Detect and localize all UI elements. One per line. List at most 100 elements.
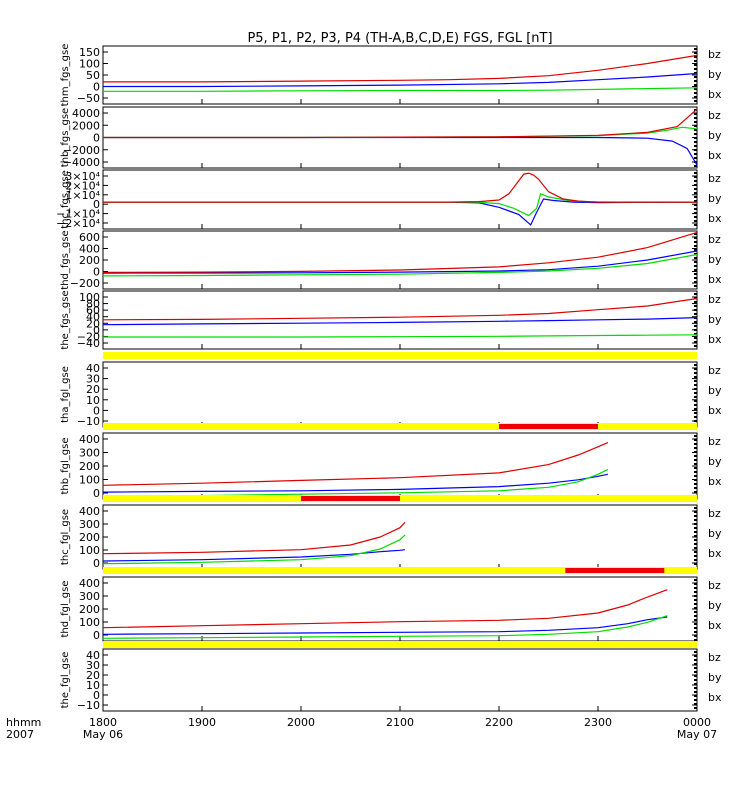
panel-frame — [102, 230, 698, 290]
y-tick-label: 400 — [79, 433, 100, 446]
y-tick-label: 10 — [86, 679, 100, 692]
y-axis-label: tha_fgl_gse — [60, 366, 71, 423]
series-bz-line — [102, 589, 668, 629]
y-axis-label: the_fgl_gse — [60, 652, 71, 709]
y-tick-label: 1×10⁴ — [65, 189, 100, 202]
legend-bx: bx — [708, 333, 722, 346]
y-tick-label: 20 — [86, 383, 100, 396]
y-tick-label: 50 — [86, 69, 100, 82]
y-tick-label: −1×10⁴ — [56, 208, 100, 221]
y-tick-label: −40 — [77, 337, 100, 350]
series-by-line — [103, 87, 698, 92]
legend-by: by — [708, 313, 722, 326]
y-tick-label: 200 — [79, 603, 100, 616]
legend-bx: bx — [708, 149, 722, 162]
x-tick-label: 2000 — [287, 716, 315, 729]
y-axis-label: thb_fgl_gse — [60, 438, 71, 495]
legend-by: by — [708, 527, 722, 540]
y-tick-label: 20 — [86, 317, 100, 330]
series-bx-line — [102, 473, 609, 493]
y-tick-label: 300 — [79, 590, 100, 603]
legend-bx: bx — [708, 212, 722, 225]
y-tick-label: −200 — [70, 277, 100, 290]
series-bz-line — [103, 54, 698, 83]
start-date-label: May 06 — [83, 728, 123, 741]
panel-frame — [102, 576, 698, 642]
y-tick-label: 0 — [93, 266, 100, 279]
y-tick-label: 0 — [93, 557, 100, 570]
y-tick-label: 100 — [79, 291, 100, 304]
y-tick-label: 100 — [79, 544, 100, 557]
legend-bz: bz — [708, 507, 721, 520]
y-tick-label: 200 — [79, 460, 100, 473]
x-tick-label: 1800 — [89, 716, 117, 729]
y-tick-label: 600 — [79, 231, 100, 244]
gap-segment-2 — [499, 424, 598, 429]
y-tick-label: 100 — [79, 616, 100, 629]
series-bz-line — [103, 172, 697, 203]
series-by-line — [102, 534, 406, 565]
y-tick-label: 200 — [79, 531, 100, 544]
legend-by: by — [708, 384, 722, 397]
legend-by: by — [708, 671, 722, 684]
x-tick-label: 2300 — [584, 716, 612, 729]
legend-bx: bx — [708, 691, 722, 704]
series-bx-line — [103, 72, 698, 88]
series-by-line — [103, 192, 697, 217]
gap-segment-3 — [301, 496, 400, 501]
series-bz-line — [102, 442, 609, 486]
x-tick-label: 2200 — [485, 716, 513, 729]
legend-by: by — [708, 253, 722, 266]
panel-frame — [102, 648, 698, 712]
legend-bz: bz — [708, 651, 721, 664]
series-bz-line — [102, 521, 406, 555]
y-tick-label: 400 — [79, 243, 100, 256]
y-tick-label: 0 — [93, 324, 100, 337]
y-tick-label: −10 — [77, 415, 100, 428]
y-tick-label: 4000 — [72, 107, 100, 120]
legend-bx: bx — [708, 404, 722, 417]
availability-bar-4 — [103, 567, 697, 574]
availability-bar-2 — [103, 423, 697, 430]
y-tick-label: 2×10⁴ — [65, 179, 100, 192]
legend-by: by — [708, 455, 722, 468]
legend-by: by — [708, 599, 722, 612]
y-tick-label: 150 — [79, 46, 100, 59]
series-by-line — [103, 126, 698, 139]
availability-bar-5 — [103, 641, 697, 648]
legend-bx: bx — [708, 547, 722, 560]
y-tick-label: 20 — [86, 669, 100, 682]
y-tick-label: 100 — [79, 474, 100, 487]
x-tick-label: 1900 — [188, 716, 216, 729]
series-by-line — [102, 468, 609, 497]
series-bz-line — [102, 297, 698, 321]
y-axis-label: thd_fgl_gse — [60, 581, 71, 638]
y-tick-label: 0 — [93, 629, 100, 642]
y-tick-label: 0 — [93, 198, 100, 211]
series-bz-line — [102, 231, 698, 273]
panel-frame — [102, 361, 698, 428]
legend-bz: bz — [708, 364, 721, 377]
series-by-line — [103, 334, 698, 338]
gap-segment-4 — [565, 568, 665, 573]
time-axis: hhmm 2007 May 06 May 07 1800 1900 2000 2100… — [6, 716, 717, 741]
y-tick-label: 40 — [86, 311, 100, 324]
y-tick-label: −50 — [77, 92, 100, 105]
legend-bz: bz — [708, 435, 721, 448]
series-bx-line — [102, 317, 698, 326]
series-bx-line — [103, 136, 698, 166]
y-tick-label: 300 — [79, 447, 100, 460]
legend-by: by — [708, 129, 722, 142]
y-axis-label: the_fgs_gse — [60, 290, 71, 349]
y-axis-label: thm_fgs_gse — [60, 44, 71, 107]
y-tick-label: 10 — [86, 394, 100, 407]
legend-by: by — [708, 68, 722, 81]
legend-bx: bx — [708, 88, 722, 101]
